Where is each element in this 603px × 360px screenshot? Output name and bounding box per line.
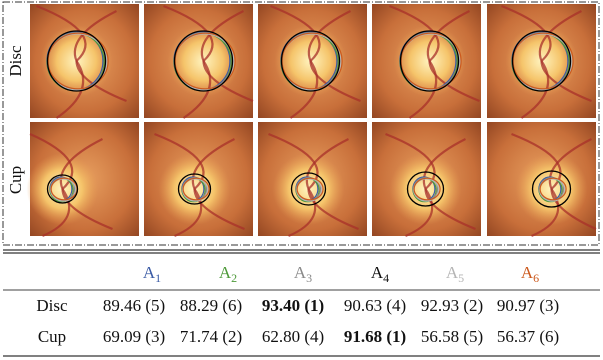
header-letter: A (446, 263, 459, 282)
header-sub: 3 (306, 271, 312, 285)
row-label: Disc (6, 45, 25, 77)
fundus-image (372, 4, 481, 118)
row-label: Cup (6, 166, 25, 194)
column-header: A2 (219, 263, 237, 285)
table-cell: 69.09 (3) (103, 327, 165, 346)
fundus-image (27, 122, 140, 236)
column-header: A4 (371, 263, 389, 285)
header-sub: 2 (231, 271, 237, 285)
row-label: Cup (38, 327, 66, 346)
fundus-image (487, 122, 596, 236)
column-header: A6 (521, 263, 539, 285)
column-header: A5 (446, 263, 464, 285)
table-cell: 90.63 (4) (344, 296, 406, 315)
header-sub: 5 (458, 271, 464, 285)
figure: Disc Cup A1A2A3A4A5A6Disc89.46 (5)88.29 … (0, 0, 603, 360)
header-sub: 1 (155, 271, 161, 285)
header-sub: 6 (533, 271, 539, 285)
table-cell: 62.80 (4) (262, 327, 324, 346)
fundus-image (258, 122, 367, 236)
fundus-image (30, 4, 139, 118)
table-cell: 56.37 (6) (497, 327, 559, 346)
table-cell: 56.58 (5) (421, 327, 483, 346)
header-letter: A (294, 263, 307, 282)
fundus-image (372, 122, 481, 236)
table-cell: 93.40 (1) (262, 296, 324, 315)
table-cell: 90.97 (3) (497, 296, 559, 315)
header-letter: A (143, 263, 156, 282)
header-letter: A (219, 263, 232, 282)
header-letter: A (371, 263, 384, 282)
row-label: Disc (36, 296, 68, 315)
header-sub: 4 (383, 271, 389, 285)
table-cell: 71.74 (2) (180, 327, 242, 346)
table-cell: 89.46 (5) (103, 296, 165, 315)
table-cell: 91.68 (1) (344, 327, 406, 346)
fundus-image (144, 4, 253, 118)
fundus-image (258, 4, 367, 118)
column-header: A3 (294, 263, 312, 285)
page: Disc Cup A1A2A3A4A5A6Disc89.46 (5)88.29 … (0, 0, 603, 360)
table-cell: 88.29 (6) (180, 296, 242, 315)
column-header: A1 (143, 263, 161, 285)
fundus-image (144, 122, 253, 236)
header-letter: A (521, 263, 534, 282)
table-cell: 92.93 (2) (421, 296, 483, 315)
fundus-image (487, 4, 596, 118)
